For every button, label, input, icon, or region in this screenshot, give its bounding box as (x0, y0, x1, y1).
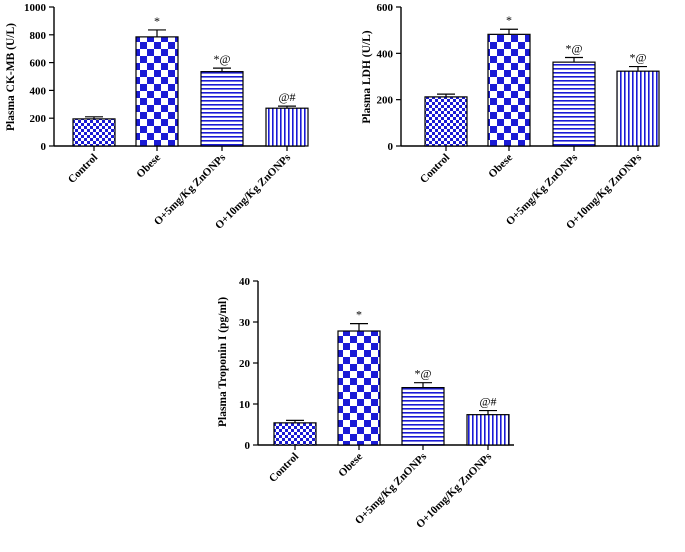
ldh-y-tick-label: 400 (377, 48, 394, 60)
ckmb-significance-label: @# (278, 90, 295, 104)
ckmb-bar (135, 36, 179, 147)
troponin-y-tick-label: 20 (239, 358, 251, 370)
ckmb-category-label: Obese (134, 152, 163, 181)
ldh-y-tick-label: 0 (388, 141, 394, 153)
ckmb-category-label: O+10mg/Kg ZnONPs (213, 151, 294, 232)
ckmb-y-tick-label: 200 (30, 113, 47, 125)
troponin-significance-label: * (356, 308, 362, 322)
troponin-category-label: Obese (336, 451, 365, 480)
troponin-category-label: Control (267, 451, 301, 485)
ckmb-y-tick-label: 600 (30, 58, 47, 70)
troponin-y-tick-label: 0 (245, 440, 251, 452)
ckmb-y-tick-label: 1000 (24, 2, 47, 14)
ckmb-significance-label: * (154, 14, 160, 28)
ldh-significance-label: *@ (565, 42, 582, 56)
chart-ldh: Plasma LDH (U/L) 0 200 400 600 Control * Obese… (361, 2, 660, 232)
troponin-bar (337, 330, 381, 446)
troponin-y-tick-label: 30 (239, 317, 251, 329)
troponin-y-axis-title: Plasma Troponin I (pg/ml) (217, 297, 229, 427)
ckmb-bar (200, 71, 244, 147)
troponin-significance-label: *@ (414, 367, 431, 381)
ckmb-y-tick-label: 0 (41, 141, 47, 153)
ldh-y-axis-title: Plasma LDH (U/L) (361, 30, 373, 123)
ldh-bar (487, 33, 531, 147)
troponin-bar (466, 414, 510, 446)
ldh-bar (424, 96, 468, 147)
chart-troponin: Plasma Troponin I (pg/ml) 0 10 20 30 40 Contr… (217, 276, 514, 531)
ckmb-y-tick-label: 400 (30, 85, 47, 97)
ckmb-y-axis-title: Plasma CK-MB (U/L) (5, 23, 17, 131)
ckmb-category-label: Control (66, 152, 100, 186)
ldh-bar (616, 70, 660, 147)
ldh-y-tick-label: 600 (377, 2, 394, 14)
troponin-y-tick-label: 40 (239, 276, 251, 288)
ldh-category-label: Obese (486, 152, 515, 181)
ldh-category-label: O+5mg/Kg ZnONPs (504, 151, 581, 228)
ldh-significance-label: *@ (629, 51, 646, 65)
troponin-y-tick-label: 10 (239, 399, 251, 411)
ldh-bar (552, 61, 596, 147)
ckmb-y-tick-label: 800 (30, 30, 47, 42)
troponin-category-label: O+10mg/Kg ZnONPs (414, 450, 495, 531)
troponin-bar (401, 387, 445, 446)
ckmb-category-label: O+5mg/Kg ZnONPs (152, 151, 229, 228)
troponin-significance-label: @# (479, 395, 496, 409)
chart-ckmb: Plasma CK-MB (U/L) 0 200 400 600 800 1000 Cont… (5, 2, 309, 232)
ldh-category-label: Control (418, 152, 452, 186)
troponin-bar (273, 422, 317, 446)
ckmb-bar (72, 118, 116, 147)
ldh-significance-label: * (506, 13, 512, 27)
ldh-y-tick-label: 200 (377, 95, 394, 107)
ckmb-significance-label: *@ (213, 52, 230, 66)
troponin-category-label: O+5mg/Kg ZnONPs (353, 450, 430, 527)
ckmb-bar (265, 107, 309, 147)
